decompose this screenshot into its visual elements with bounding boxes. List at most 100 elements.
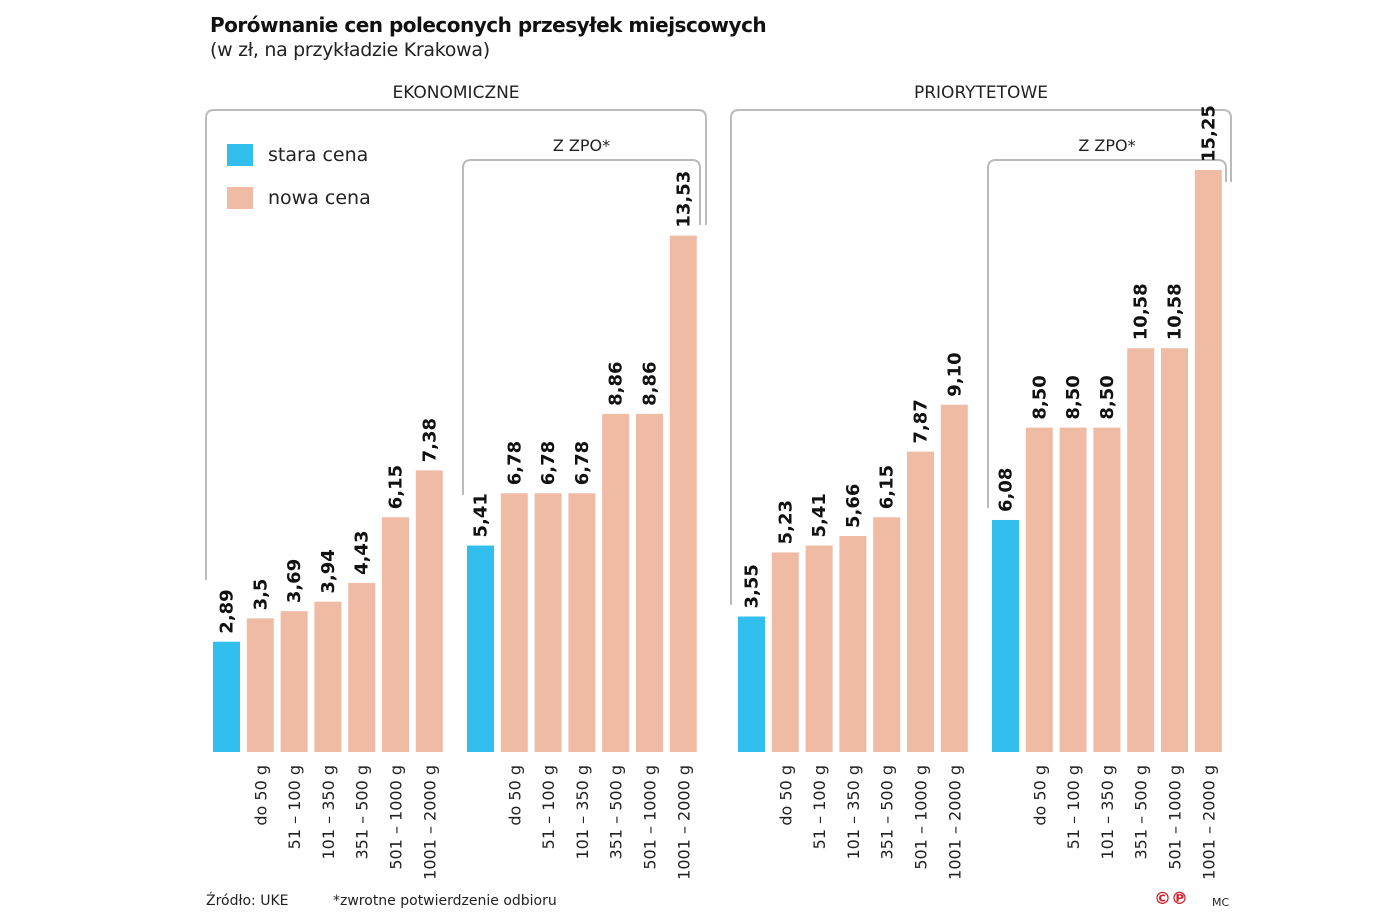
category-label: 351 – 500 g: [878, 765, 897, 860]
bar-new-price: [907, 451, 934, 752]
bar-old-price: [213, 641, 240, 752]
bar-new-price: [1127, 348, 1155, 752]
bar-value-label: 6,78: [504, 441, 525, 485]
bar-value-label: 10,58: [1165, 283, 1186, 340]
bar-value-label: 8,50: [1063, 375, 1084, 419]
bar-new-price: [839, 535, 867, 752]
bar-value-label: 6,78: [538, 441, 559, 485]
bar-value-label: 3,94: [318, 549, 339, 593]
category-label: 51 – 100 g: [1064, 765, 1083, 849]
bar-value-label: 5,41: [471, 493, 492, 537]
bar-value-label: 8,50: [1097, 375, 1118, 419]
category-label: 101 – 350 g: [319, 765, 338, 860]
category-label: 1001 – 2000 g: [420, 765, 439, 880]
legend-swatch: [227, 144, 253, 166]
bar-old-price: [738, 616, 765, 752]
bar-value-label: 7,87: [911, 399, 932, 443]
phonogram-icon: ℗: [1171, 889, 1188, 909]
copyright-icon: ©: [1154, 889, 1171, 909]
bar-new-price: [771, 552, 799, 752]
category-label: 1001 – 2000 g: [945, 765, 964, 880]
bar-new-price: [500, 493, 528, 752]
category-label: 1001 – 2000 g: [674, 765, 693, 880]
category-label: do 50 g: [505, 765, 524, 826]
bar-new-price: [805, 545, 833, 752]
category-label: do 50 g: [776, 765, 795, 826]
bar-new-price: [1059, 427, 1087, 752]
category-label: 501 – 1000 g: [1166, 765, 1185, 870]
bar-old-price: [467, 545, 494, 752]
category-label: 501 – 1000 g: [912, 765, 931, 870]
bar-value-label: 9,10: [944, 352, 965, 396]
bar-value-label: 3,69: [284, 559, 305, 603]
bar-new-price: [1093, 427, 1121, 752]
section-bracket: [205, 109, 707, 580]
bar-old-price: [992, 519, 1019, 752]
bar-new-price: [534, 493, 562, 752]
category-label: do 50 g: [251, 765, 270, 826]
category-label: 501 – 1000 g: [641, 765, 660, 870]
category-label: 101 – 350 g: [1098, 765, 1117, 860]
bar-value-label: 5,66: [843, 484, 864, 528]
footnote: *zwrotne potwierdzenie odbioru: [333, 893, 557, 909]
bar-value-label: 6,78: [572, 441, 593, 485]
chart-title: Porównanie cen poleconych przesyłek miej…: [210, 13, 767, 37]
bar-value-label: 8,86: [606, 361, 627, 405]
bar-new-price: [636, 413, 663, 752]
bar-new-price: [246, 618, 274, 752]
bar-new-price: [415, 470, 443, 752]
section-label: PRIORYTETOWE: [914, 83, 1048, 103]
zpo-label: Z ZPO*: [553, 136, 610, 155]
bar-new-price: [873, 517, 901, 752]
zpo-label: Z ZPO*: [1078, 136, 1135, 155]
bar-new-price: [348, 582, 376, 752]
category-label: 351 – 500 g: [607, 765, 626, 860]
zpo-bracket: [987, 159, 1227, 508]
bar-value-label: 6,15: [386, 465, 407, 509]
bar-value-label: 7,38: [419, 418, 440, 462]
bar-new-price: [382, 517, 409, 752]
bar-new-price: [940, 404, 968, 752]
section-label: EKONOMICZNE: [392, 83, 519, 103]
bar-new-price: [602, 413, 630, 752]
bar-new-price: [1194, 170, 1222, 752]
category-label: 101 – 350 g: [844, 765, 863, 860]
source-note: Źródło: UKE: [206, 893, 289, 909]
zpo-bracket: [462, 159, 701, 495]
bar-new-price: [669, 235, 697, 752]
logo-cp: ©℗: [1154, 889, 1188, 909]
bar-value-label: 2,89: [217, 589, 238, 633]
category-label: 501 – 1000 g: [387, 765, 406, 870]
category-label: 101 – 350 g: [573, 765, 592, 860]
bar-value-label: 15,25: [1198, 105, 1219, 162]
bar-new-price: [1161, 348, 1188, 752]
bar-value-label: 13,53: [673, 171, 694, 228]
bar-new-price: [1025, 427, 1053, 752]
bar-value-label: 3,5: [250, 579, 271, 611]
bar-value-label: 6,08: [996, 468, 1017, 512]
legend-label: nowa cena: [268, 187, 371, 209]
bar-value-label: 6,15: [877, 465, 898, 509]
section-bracket: [730, 109, 1232, 605]
bar-value-label: 8,50: [1029, 375, 1050, 419]
bar-value-label: 8,86: [640, 361, 661, 405]
author-initials: MC: [1212, 896, 1230, 909]
category-label: 1001 – 2000 g: [1199, 765, 1218, 880]
category-label: do 50 g: [1030, 765, 1049, 826]
bar-new-price: [568, 493, 596, 752]
chart-subtitle: (w zł, na przykładzie Krakowa): [210, 39, 490, 61]
bar-value-label: 4,43: [352, 531, 373, 575]
bar-value-label: 10,58: [1131, 283, 1152, 340]
category-label: 351 – 500 g: [353, 765, 372, 860]
category-label: 51 – 100 g: [539, 765, 558, 849]
bar-new-price: [280, 611, 308, 752]
category-label: 51 – 100 g: [285, 765, 304, 849]
legend-label: stara cena: [268, 144, 368, 166]
category-label: 351 – 500 g: [1132, 765, 1151, 860]
bar-new-price: [314, 601, 342, 752]
bar-value-label: 5,41: [809, 493, 830, 537]
category-label: 51 – 100 g: [810, 765, 829, 849]
legend-swatch: [227, 187, 253, 209]
